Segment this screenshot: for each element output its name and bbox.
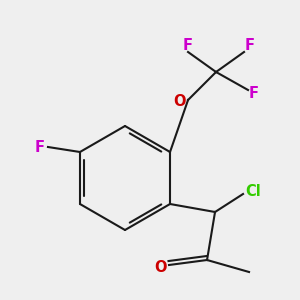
Text: O: O bbox=[173, 94, 185, 110]
Text: Cl: Cl bbox=[245, 184, 261, 199]
Text: O: O bbox=[154, 260, 166, 274]
Text: F: F bbox=[245, 38, 255, 52]
Text: F: F bbox=[249, 85, 259, 100]
Text: F: F bbox=[183, 38, 193, 52]
Text: F: F bbox=[35, 140, 45, 154]
